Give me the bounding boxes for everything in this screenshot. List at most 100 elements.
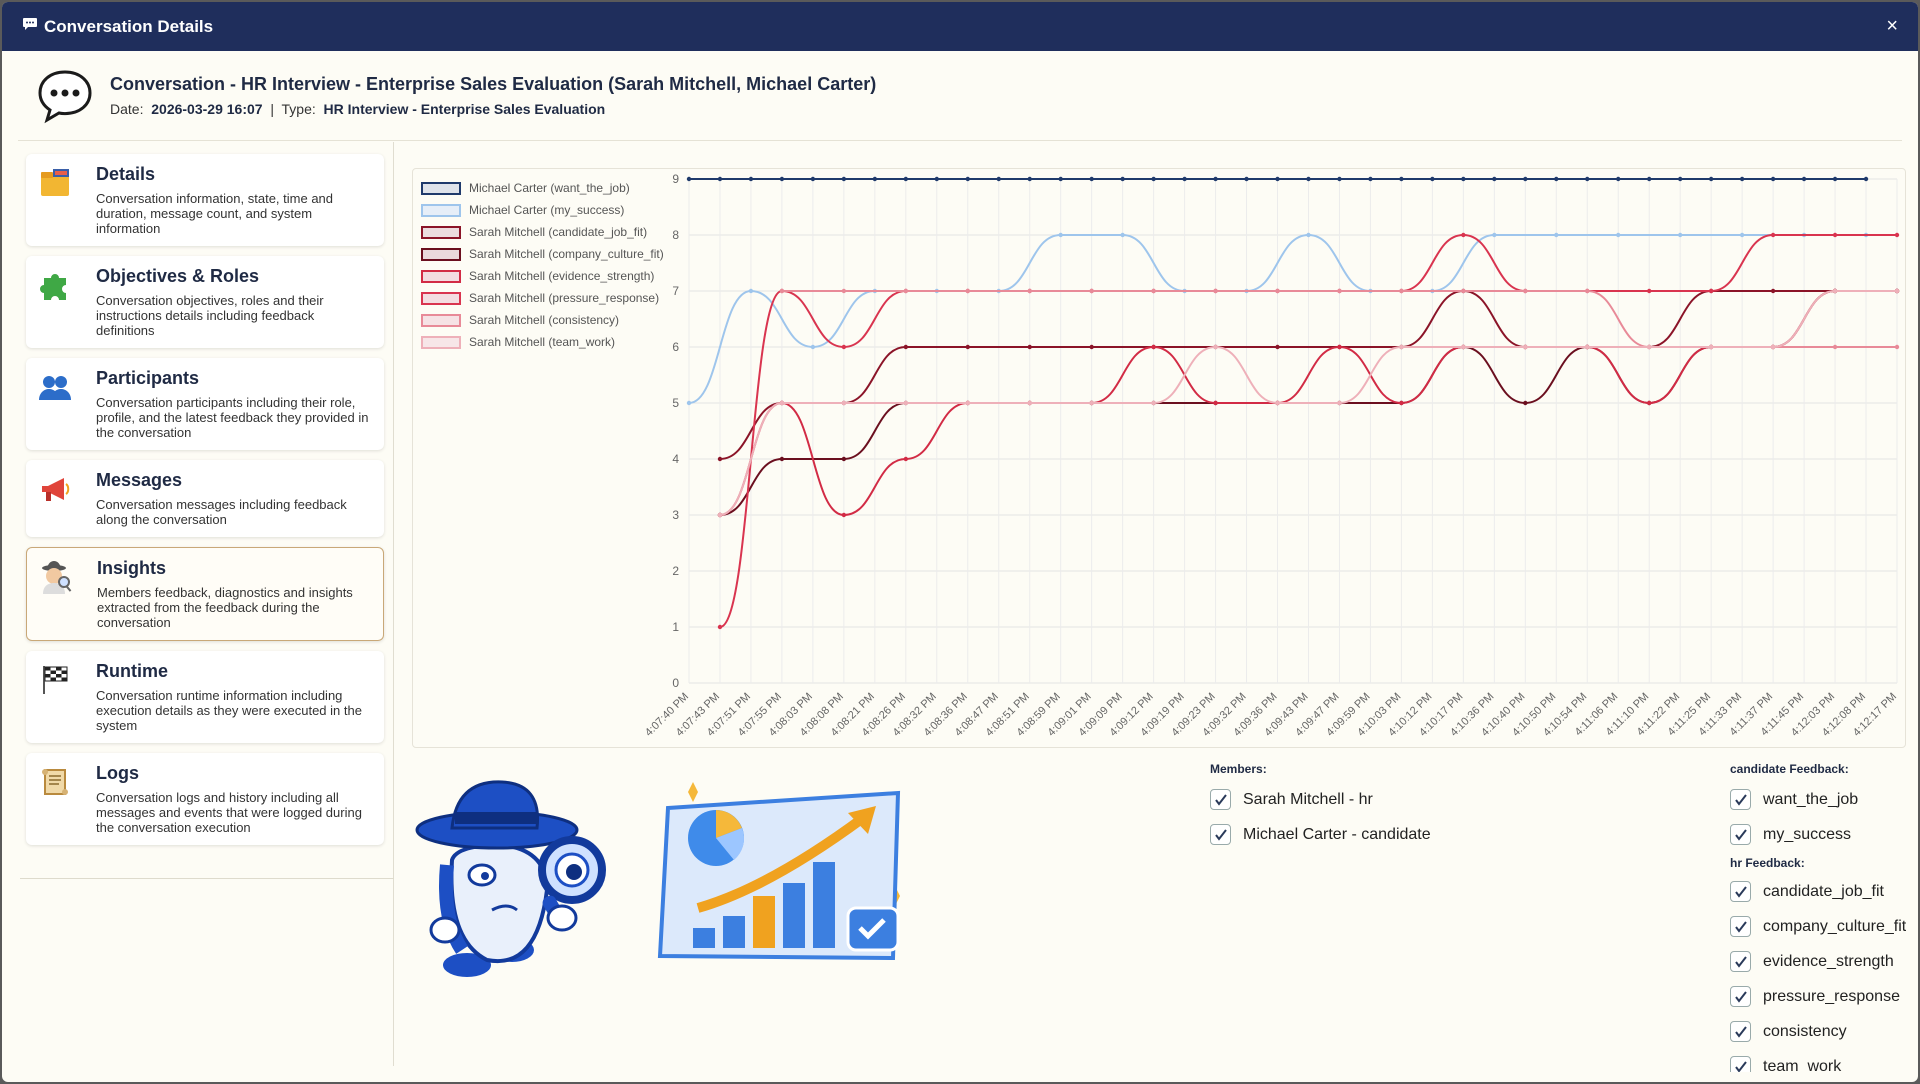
check-icon — [1734, 1060, 1747, 1072]
data-point — [1616, 232, 1621, 238]
hr-feedback-item[interactable]: consistency — [1730, 1014, 1906, 1049]
close-button[interactable]: × — [1886, 15, 1898, 37]
title-bar: Conversation Details × — [2, 2, 1918, 51]
data-point — [1306, 232, 1311, 238]
sidebar-item-desc: Conversation messages including feedback… — [96, 497, 347, 527]
legend-item[interactable]: Michael Carter (my_success) — [421, 199, 664, 221]
data-point — [1399, 176, 1404, 182]
sidebar-item-title: Objectives & Roles — [96, 266, 260, 286]
data-point — [1739, 232, 1745, 238]
y-tick-label: 0 — [672, 676, 679, 690]
data-point — [1739, 176, 1745, 182]
sidebar-item-details[interactable]: Details Conversation information, state, … — [26, 154, 384, 246]
puzzle-icon — [38, 268, 72, 302]
hr-feedback-item[interactable]: company_culture_fit — [1730, 909, 1906, 944]
data-point — [1213, 344, 1218, 350]
legend-item[interactable]: Sarah Mitchell (candidate_job_fit) — [421, 221, 664, 243]
checkbox[interactable] — [1730, 951, 1751, 972]
data-point — [717, 624, 723, 630]
data-point — [872, 176, 878, 182]
hr-feedback-label: team_work — [1763, 1057, 1842, 1073]
sidebar-item-logs[interactable]: Logs Conversation logs and history includ… — [26, 753, 384, 845]
data-point — [1554, 176, 1559, 182]
legend-item[interactable]: Sarah Mitchell (team_work) — [421, 331, 664, 353]
y-tick-label: 8 — [672, 228, 679, 242]
data-point — [1461, 176, 1466, 182]
hr-feedback-item[interactable]: candidate_job_fit — [1730, 874, 1906, 909]
data-point — [1832, 176, 1838, 182]
data-point — [1461, 232, 1466, 238]
members-title: Members: — [1210, 762, 1267, 776]
data-point — [841, 456, 847, 462]
sidebar-item-desc: Conversation logs and history including … — [96, 790, 362, 835]
checkbox[interactable] — [1730, 789, 1751, 810]
checkbox[interactable] — [1730, 1056, 1751, 1072]
y-tick-label: 4 — [672, 452, 679, 466]
member-item[interactable]: Sarah Mitchell - hr — [1210, 782, 1431, 817]
candidate-feedback-title: candidate Feedback: — [1730, 762, 1849, 776]
check-icon — [1734, 885, 1747, 898]
data-point — [1213, 176, 1218, 182]
data-point — [1275, 288, 1280, 294]
data-point — [903, 288, 909, 294]
sidebar-list: Details Conversation information, state, … — [26, 154, 384, 855]
type-label: Type: — [281, 101, 316, 117]
megaphone-icon — [38, 472, 72, 506]
checkbox[interactable] — [1730, 824, 1751, 845]
series-line — [719, 290, 1897, 516]
legend-item[interactable]: Sarah Mitchell (company_culture_fit) — [421, 243, 664, 265]
hr-feedback-list: candidate_job_fit company_culture_fit evid… — [1730, 874, 1906, 1072]
data-point — [1213, 400, 1218, 406]
legend-swatch — [421, 247, 461, 261]
sidebar-item-desc: Conversation information, state, time an… — [96, 191, 334, 236]
checkbox[interactable] — [1730, 986, 1751, 1007]
data-point — [1337, 176, 1342, 182]
legend-item[interactable]: Sarah Mitchell (consistency) — [421, 309, 664, 331]
hr-feedback-item[interactable]: pressure_response — [1730, 979, 1906, 1014]
legend-label: Sarah Mitchell (evidence_strength) — [469, 269, 655, 283]
hr-feedback-label: consistency — [1763, 1022, 1847, 1040]
data-point — [1616, 176, 1621, 182]
data-point — [810, 176, 816, 182]
legend-swatch — [421, 203, 461, 217]
sidebar-item-objectives-roles[interactable]: Objectives & Roles Conversation objective… — [26, 256, 384, 348]
y-tick-label: 5 — [672, 396, 679, 410]
data-point — [1120, 232, 1125, 238]
data-point — [1027, 288, 1032, 294]
checkbox[interactable] — [1210, 824, 1231, 845]
sidebar-item-title: Runtime — [96, 661, 168, 681]
data-point — [1151, 400, 1156, 406]
data-point — [1863, 176, 1869, 182]
data-point — [1801, 176, 1807, 182]
candidate-feedback-item[interactable]: want_the_job — [1730, 782, 1906, 817]
candidate-feedback-item[interactable]: my_success — [1730, 817, 1906, 852]
check-icon — [1734, 793, 1747, 806]
data-point — [1585, 344, 1590, 350]
legend-label: Sarah Mitchell (team_work) — [469, 335, 616, 349]
sidebar-item-participants[interactable]: Participants Conversation participants in… — [26, 358, 384, 450]
legend-item[interactable]: Sarah Mitchell (pressure_response) — [421, 287, 664, 309]
checkbox[interactable] — [1210, 789, 1231, 810]
legend-item[interactable]: Michael Carter (want_the_job) — [421, 177, 664, 199]
checkbox[interactable] — [1730, 916, 1751, 937]
checkbox[interactable] — [1730, 1021, 1751, 1042]
member-item[interactable]: Michael Carter - candidate — [1210, 817, 1431, 852]
member-label: Michael Carter - candidate — [1243, 825, 1431, 843]
data-point — [1523, 288, 1528, 294]
hr-feedback-label: pressure_response — [1763, 987, 1900, 1005]
sidebar-item-messages[interactable]: Messages Conversation messages including … — [26, 460, 384, 537]
feedback-chart: Michael Carter (want_the_job) Michael Car… — [412, 168, 1906, 748]
checkbox[interactable] — [1730, 881, 1751, 902]
analytics-chart-illustration — [657, 782, 901, 961]
separator: | — [270, 101, 274, 117]
data-point — [1677, 176, 1683, 182]
sidebar-item-runtime[interactable]: Runtime Conversation runtime information … — [26, 651, 384, 743]
feedback-section: candidate Feedback: want_the_job my_succe… — [1730, 762, 1906, 1072]
sidebar-item-insights[interactable]: Insights Members feedback, diagnostics an… — [26, 547, 384, 641]
data-point — [1089, 288, 1094, 294]
hr-feedback-item[interactable]: team_work — [1730, 1049, 1906, 1072]
hr-feedback-item[interactable]: evidence_strength — [1730, 944, 1906, 979]
legend-item[interactable]: Sarah Mitchell (evidence_strength) — [421, 265, 664, 287]
legend-label: Sarah Mitchell (pressure_response) — [469, 291, 660, 305]
